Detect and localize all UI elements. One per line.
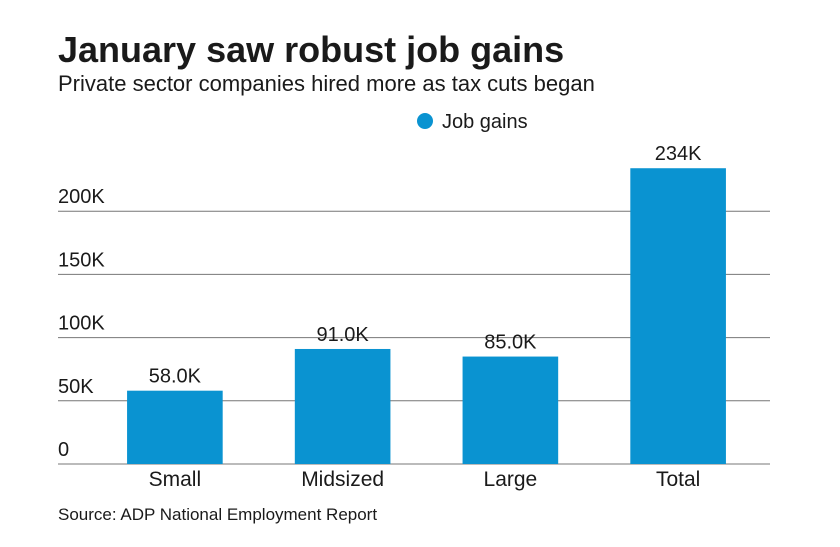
y-tick-label: 150K [58,249,105,271]
x-tick-label: Large [484,468,538,491]
bar [127,390,223,464]
x-tick-label: Midsized [301,468,384,491]
value-label: 85.0K [484,332,537,354]
value-label: 234K [655,143,702,165]
y-tick-label: 50K [58,376,94,398]
bar [294,348,391,464]
x-tick-label: Total [656,468,700,491]
legend-label: Job gains [442,111,528,133]
x-tick-label: Small [149,468,202,491]
y-tick-label: 0 [58,439,69,461]
value-label: 91.0K [316,324,369,346]
legend-marker [417,113,433,129]
chart-subtitle: Private sector companies hired more as t… [58,71,595,96]
value-label: 58.0K [149,366,202,388]
source: Source: ADP National Employment Report [58,505,377,524]
chart-title: January saw robust job gains [58,29,564,70]
y-tick-label: 100K [58,313,105,335]
bar [462,356,559,464]
bar [630,168,726,464]
y-tick-label: 200K [58,186,105,208]
